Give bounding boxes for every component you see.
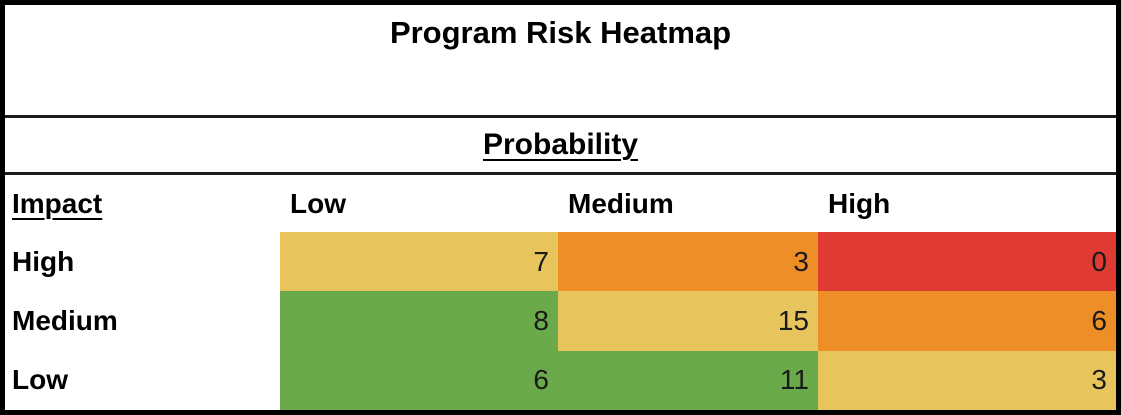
- column-header-high: High: [818, 175, 1116, 232]
- probability-header-row: Probability: [5, 118, 1116, 175]
- page-title: Program Risk Heatmap: [389, 15, 732, 50]
- heatmap-cell-medium-high[interactable]: 6: [818, 291, 1116, 351]
- title-row: Program Risk Heatmap: [5, 5, 1116, 118]
- table-row-low-impact: Low 6 11 3: [5, 350, 1116, 410]
- column-header-row: Impact Low Medium High: [5, 175, 1116, 232]
- row-label-high: High: [5, 232, 280, 292]
- heatmap-cell-low-high[interactable]: 3: [818, 350, 1116, 410]
- row-label-low: Low: [5, 350, 280, 410]
- heatmap-cell-high-high[interactable]: 0: [818, 232, 1116, 292]
- table-row-high-impact: High 7 3 0: [5, 232, 1116, 292]
- row-label-medium: Medium: [5, 291, 280, 351]
- heatmap-cell-low-medium[interactable]: 11: [558, 350, 818, 410]
- heatmap-cell-low-low[interactable]: 6: [280, 350, 558, 410]
- column-header-medium: Medium: [558, 175, 818, 232]
- heatmap-cell-medium-medium[interactable]: 15: [558, 291, 818, 351]
- heatmap-cell-high-low[interactable]: 7: [280, 232, 558, 292]
- heatmap-cell-high-medium[interactable]: 3: [558, 232, 818, 292]
- heatmap-cell-medium-low[interactable]: 8: [280, 291, 558, 351]
- probability-axis-label: Probability: [482, 128, 639, 161]
- column-header-low: Low: [280, 175, 558, 232]
- table-row-medium-impact: Medium 8 15 6: [5, 291, 1116, 351]
- impact-axis-label: Impact: [5, 175, 280, 232]
